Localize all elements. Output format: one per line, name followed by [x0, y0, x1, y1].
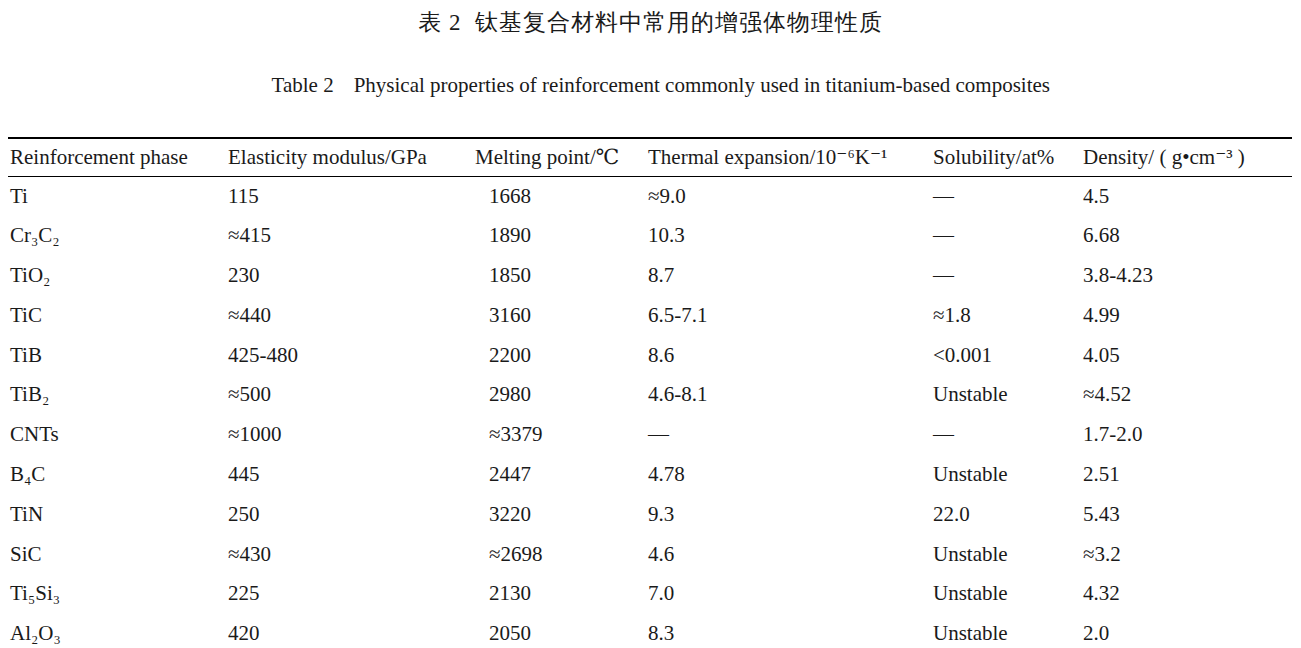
column-header: Thermal expansion/10⁻⁶K⁻¹ — [648, 138, 933, 176]
value-cell: Unstable — [933, 455, 1083, 495]
value-cell: — — [933, 176, 1083, 216]
phase-cell: TiB₂ — [8, 375, 228, 415]
table-row: Cr₃C₂≈415189010.3—6.68 — [8, 216, 1292, 256]
value-cell: ≈3.2 — [1083, 534, 1292, 574]
phase-cell: B₄C — [8, 455, 228, 495]
value-cell: 4.6 — [648, 534, 933, 574]
value-cell: 1668 — [475, 176, 648, 216]
value-cell: 6.68 — [1083, 216, 1292, 256]
value-cell: 22.0 — [933, 494, 1083, 534]
value-cell: ≈9.0 — [648, 176, 933, 216]
value-cell: 7.0 — [648, 574, 933, 614]
value-cell: 4.6-8.1 — [648, 375, 933, 415]
column-header: Reinforcement phase — [8, 138, 228, 176]
table-caption-en-title: Physical properties of reinforcement com… — [354, 73, 1050, 97]
column-header: Solubility/at% — [933, 138, 1083, 176]
value-cell: ≈2698 — [475, 534, 648, 574]
phase-cell: Ti — [8, 176, 228, 216]
value-cell: Unstable — [933, 375, 1083, 415]
value-cell: 2130 — [475, 574, 648, 614]
phase-cell: Al₂O₃ — [8, 614, 228, 648]
value-cell: — — [933, 415, 1083, 455]
table-row: TiC≈44031606.5-7.1≈1.84.99 — [8, 295, 1292, 335]
value-cell: 6.5-7.1 — [648, 295, 933, 335]
value-cell: ≈1000 — [228, 415, 475, 455]
value-cell: 9.3 — [648, 494, 933, 534]
header-row: Reinforcement phaseElasticity modulus/GP… — [8, 138, 1292, 176]
table-row: Al₂O₃42020508.3Unstable2.0 — [8, 614, 1292, 648]
table-row: TiN25032209.322.05.43 — [8, 494, 1292, 534]
value-cell: 2200 — [475, 335, 648, 375]
table-row: TiO₂23018508.7—3.8-4.23 — [8, 256, 1292, 296]
table-body: Ti1151668≈9.0—4.5Cr₃C₂≈415189010.3—6.68T… — [8, 176, 1292, 648]
value-cell: 445 — [228, 455, 475, 495]
value-cell: 1890 — [475, 216, 648, 256]
phase-cell: Ti₅Si₃ — [8, 574, 228, 614]
value-cell: — — [648, 415, 933, 455]
properties-table: Reinforcement phaseElasticity modulus/GP… — [8, 137, 1292, 648]
value-cell: 230 — [228, 256, 475, 296]
value-cell: 225 — [228, 574, 475, 614]
value-cell: — — [933, 216, 1083, 256]
phase-cell: TiC — [8, 295, 228, 335]
value-cell: 2050 — [475, 614, 648, 648]
table-row: Ti₅Si₃22521307.0Unstable4.32 — [8, 574, 1292, 614]
column-header: Melting point/℃ — [475, 138, 648, 176]
value-cell: 2980 — [475, 375, 648, 415]
value-cell: ≈440 — [228, 295, 475, 335]
value-cell: 1.7-2.0 — [1083, 415, 1292, 455]
value-cell: ≈3379 — [475, 415, 648, 455]
table-caption-zh: 表 2 钛基复合材料中常用的增强体物理性质 — [0, 0, 1301, 38]
value-cell: 3160 — [475, 295, 648, 335]
value-cell: 5.43 — [1083, 494, 1292, 534]
table-row: Ti1151668≈9.0—4.5 — [8, 176, 1292, 216]
value-cell: ≈415 — [228, 216, 475, 256]
phase-cell: TiB — [8, 335, 228, 375]
value-cell: Unstable — [933, 574, 1083, 614]
value-cell: ≈500 — [228, 375, 475, 415]
value-cell: 10.3 — [648, 216, 933, 256]
value-cell: 2.51 — [1083, 455, 1292, 495]
value-cell: 420 — [228, 614, 475, 648]
table-row: B₄C44524474.78Unstable2.51 — [8, 455, 1292, 495]
paper-table-figure: 表 2 钛基复合材料中常用的增强体物理性质 Table 2 Physical pr… — [0, 0, 1301, 648]
value-cell: 4.5 — [1083, 176, 1292, 216]
phase-cell: Cr₃C₂ — [8, 216, 228, 256]
table-row: SiC≈430≈26984.6Unstable≈3.2 — [8, 534, 1292, 574]
table-row: TiB₂≈50029804.6-8.1Unstable≈4.52 — [8, 375, 1292, 415]
value-cell: 3.8-4.23 — [1083, 256, 1292, 296]
column-header: Elasticity modulus/GPa — [228, 138, 475, 176]
value-cell: 4.99 — [1083, 295, 1292, 335]
table-row: TiB425-48022008.6<0.0014.05 — [8, 335, 1292, 375]
value-cell: 4.32 — [1083, 574, 1292, 614]
value-cell: 4.05 — [1083, 335, 1292, 375]
value-cell: 250 — [228, 494, 475, 534]
value-cell: 2.0 — [1083, 614, 1292, 648]
value-cell: 1850 — [475, 256, 648, 296]
value-cell: Unstable — [933, 614, 1083, 648]
value-cell: 2447 — [475, 455, 648, 495]
value-cell: — — [933, 256, 1083, 296]
column-header: Density/ ( g•cm⁻³ ) — [1083, 138, 1292, 176]
table-caption-en: Table 2 Physical properties of reinforcem… — [0, 45, 1301, 126]
phase-cell: CNTs — [8, 415, 228, 455]
phase-cell: TiN — [8, 494, 228, 534]
table-row: CNTs≈1000≈3379——1.7-2.0 — [8, 415, 1292, 455]
value-cell: ≈1.8 — [933, 295, 1083, 335]
value-cell: 4.78 — [648, 455, 933, 495]
value-cell: 8.6 — [648, 335, 933, 375]
phase-cell: TiO₂ — [8, 256, 228, 296]
value-cell: 8.3 — [648, 614, 933, 648]
value-cell: Unstable — [933, 534, 1083, 574]
value-cell: ≈4.52 — [1083, 375, 1292, 415]
value-cell: <0.001 — [933, 335, 1083, 375]
table-caption-en-label: Table 2 — [272, 73, 334, 97]
phase-cell: SiC — [8, 534, 228, 574]
value-cell: 3220 — [475, 494, 648, 534]
value-cell: 115 — [228, 176, 475, 216]
value-cell: 8.7 — [648, 256, 933, 296]
value-cell: ≈430 — [228, 534, 475, 574]
value-cell: 425-480 — [228, 335, 475, 375]
